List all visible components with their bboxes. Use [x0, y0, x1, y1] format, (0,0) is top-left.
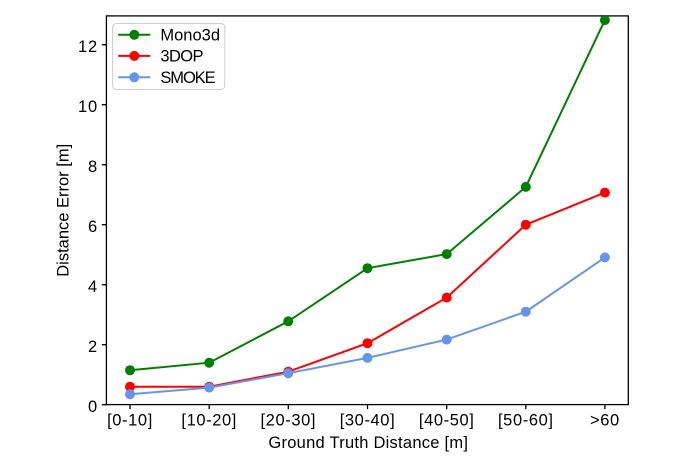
svg-text:0: 0: [88, 398, 98, 416]
svg-text:Distance Error [m]: Distance Error [m]: [55, 144, 73, 277]
svg-text:Ground Truth Distance [m]: Ground Truth Distance [m]: [268, 434, 468, 452]
svg-text:4: 4: [88, 278, 98, 296]
svg-text:3DOP: 3DOP: [160, 47, 203, 65]
svg-text:8: 8: [88, 158, 98, 176]
svg-text:SMOKE: SMOKE: [160, 69, 215, 87]
svg-text:Mono3d: Mono3d: [160, 26, 220, 44]
svg-text:10: 10: [78, 98, 98, 116]
svg-text:[30-40]: [30-40]: [340, 412, 396, 430]
svg-text:[50-60]: [50-60]: [498, 412, 554, 430]
svg-text:2: 2: [88, 338, 98, 356]
svg-text:6: 6: [88, 218, 98, 236]
svg-text:12: 12: [78, 38, 98, 56]
svg-text:[40-50]: [40-50]: [419, 412, 475, 430]
svg-text:[10-20]: [10-20]: [181, 412, 237, 430]
svg-text:[0-10]: [0-10]: [107, 412, 153, 430]
svg-text:[20-30]: [20-30]: [261, 412, 317, 430]
svg-text:>60: >60: [590, 412, 620, 430]
